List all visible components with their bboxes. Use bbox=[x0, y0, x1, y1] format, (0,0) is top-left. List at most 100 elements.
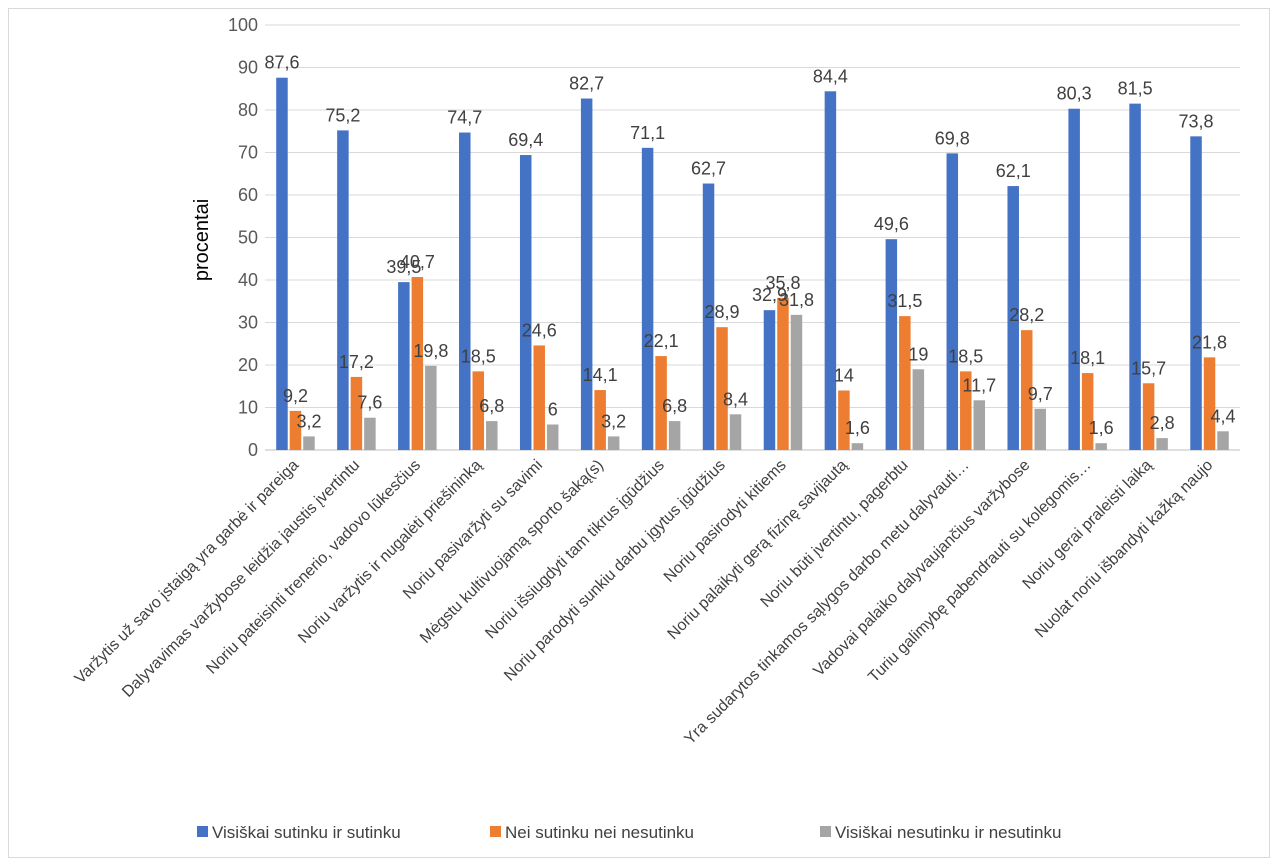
y-tick-label: 10 bbox=[238, 398, 258, 418]
bar-series-3 bbox=[1217, 431, 1229, 450]
y-tick-label: 60 bbox=[238, 185, 258, 205]
bar-series-3 bbox=[790, 314, 803, 450]
data-label: 21,8 bbox=[1192, 332, 1227, 352]
y-tick-label: 40 bbox=[238, 270, 258, 290]
legend-swatch bbox=[197, 826, 208, 837]
data-label: 24,6 bbox=[522, 320, 557, 340]
bar-series-2 bbox=[594, 390, 606, 450]
data-label: 1,6 bbox=[1089, 418, 1114, 438]
data-label: 81,5 bbox=[1118, 79, 1153, 99]
data-label: 49,6 bbox=[874, 214, 909, 234]
data-label: 73,8 bbox=[1179, 111, 1214, 131]
category-label: Turiu galimybę pabendrauti su kolegomis… bbox=[865, 457, 1094, 686]
bar-series-1 bbox=[702, 183, 715, 450]
bar-series-1 bbox=[641, 147, 654, 450]
bar-series-1 bbox=[946, 153, 959, 450]
data-labels: 87,6 9,2 3,2 75,2 17,2 7,6 39,540,7 19,8 74,7 18,… bbox=[264, 53, 1235, 439]
data-label: 1,6 bbox=[845, 418, 870, 438]
data-label: 74,7 bbox=[447, 108, 482, 128]
data-label: 19 bbox=[908, 344, 928, 364]
bar-series-3 bbox=[1095, 443, 1107, 450]
bar-series-2 bbox=[1020, 330, 1033, 450]
data-label: 11,7 bbox=[962, 375, 996, 395]
category-labels: Varžytis už savo įstaigą yra garbė ir pa… bbox=[72, 457, 1217, 748]
data-label: 28,2 bbox=[1009, 305, 1044, 325]
y-tick-label: 100 bbox=[228, 15, 258, 35]
data-label: 69,8 bbox=[935, 128, 970, 148]
bar-series-1 bbox=[459, 132, 471, 450]
data-label: 6,8 bbox=[662, 396, 687, 416]
bar-series-1 bbox=[1007, 186, 1019, 450]
data-label: 9,2 bbox=[283, 386, 308, 406]
bar-series-1 bbox=[337, 130, 349, 450]
data-label: 2,8 bbox=[1150, 413, 1175, 433]
data-label: 14 bbox=[834, 366, 854, 386]
bar-series-2 bbox=[472, 371, 485, 450]
data-label: 17,2 bbox=[339, 352, 374, 372]
data-label: 6,8 bbox=[479, 396, 504, 416]
bar-series-2 bbox=[838, 390, 850, 450]
legend-label: Nei sutinku nei nesutinku bbox=[505, 823, 694, 842]
data-label: 22,1 bbox=[644, 331, 679, 351]
y-axis-title: procentai bbox=[191, 199, 213, 281]
bar-series-2 bbox=[899, 316, 911, 450]
data-label: 87,6 bbox=[264, 53, 299, 73]
data-label: 18,5 bbox=[461, 346, 496, 366]
data-label: 6 bbox=[548, 400, 558, 420]
bar-series-2 bbox=[1081, 373, 1094, 450]
y-tick-label: 80 bbox=[238, 100, 258, 120]
data-label: 80,3 bbox=[1057, 84, 1092, 104]
category-label: Yra sudarytos tinkamos sąlygos darbo met… bbox=[681, 457, 972, 748]
bar-series-1 bbox=[580, 98, 593, 451]
data-label: 31,5 bbox=[887, 291, 922, 311]
data-label: 40,7 bbox=[400, 252, 435, 272]
bar-series-3 bbox=[729, 414, 742, 450]
data-label: 7,6 bbox=[357, 393, 382, 413]
y-axis-ticks: 0 10 20 30 40 50 60 70 80 90 100 bbox=[228, 15, 258, 460]
bar-series-1 bbox=[1068, 108, 1080, 450]
bar-series-2 bbox=[1203, 357, 1216, 450]
bar-series-3 bbox=[546, 424, 559, 450]
data-label: 32,9 bbox=[752, 285, 787, 305]
data-label: 69,4 bbox=[508, 130, 543, 150]
bar-series-3 bbox=[668, 421, 681, 450]
bar-series-1 bbox=[1129, 103, 1141, 450]
bar-series-3 bbox=[973, 400, 986, 450]
bar-series-3 bbox=[1156, 438, 1168, 450]
bar-series-2 bbox=[411, 277, 424, 450]
bar-series-3 bbox=[912, 369, 925, 450]
bar-series-2 bbox=[533, 345, 545, 450]
legend: Visiškai sutinku ir sutinku Nei sutinku n… bbox=[197, 823, 1061, 842]
bar-series-3 bbox=[486, 421, 498, 450]
data-label: 4,4 bbox=[1211, 406, 1236, 426]
data-label: 8,4 bbox=[723, 389, 748, 409]
data-label: 9,7 bbox=[1028, 384, 1053, 404]
bar-series-3 bbox=[1034, 408, 1046, 450]
bar-series-3 bbox=[364, 417, 376, 450]
chart-frame bbox=[8, 8, 1270, 858]
data-label: 18,1 bbox=[1070, 348, 1105, 368]
category-label: Varžytis už savo įstaigą yra garbė ir pa… bbox=[72, 457, 303, 688]
bar-series-2 bbox=[655, 356, 667, 450]
category-label: Noriu parodyti sunkiu darbu įgytus įgūdž… bbox=[501, 457, 729, 685]
data-label: 18,5 bbox=[948, 346, 983, 366]
data-label: 31,8 bbox=[779, 290, 814, 310]
data-label: 75,2 bbox=[325, 105, 360, 125]
legend-label: Visiškai sutinku ir sutinku bbox=[212, 823, 401, 842]
data-label: 35,8 bbox=[765, 273, 800, 293]
bar-series-1 bbox=[1190, 136, 1202, 450]
y-tick-label: 30 bbox=[238, 313, 258, 333]
bar-series-3 bbox=[303, 436, 315, 450]
bar-series-1 bbox=[885, 239, 898, 450]
data-label: 84,4 bbox=[813, 66, 848, 86]
category-label: Vadovai palaiko dalyvaujančius varžybose bbox=[810, 457, 1033, 680]
bar-series-3 bbox=[851, 443, 864, 450]
data-label: 39,5 bbox=[386, 257, 421, 277]
data-label: 3,2 bbox=[601, 411, 626, 431]
data-label: 62,7 bbox=[691, 159, 726, 179]
data-label: 19,8 bbox=[413, 341, 448, 361]
bar-series-2 bbox=[960, 371, 972, 450]
y-tick-label: 20 bbox=[238, 355, 258, 375]
data-label: 71,1 bbox=[630, 123, 665, 143]
